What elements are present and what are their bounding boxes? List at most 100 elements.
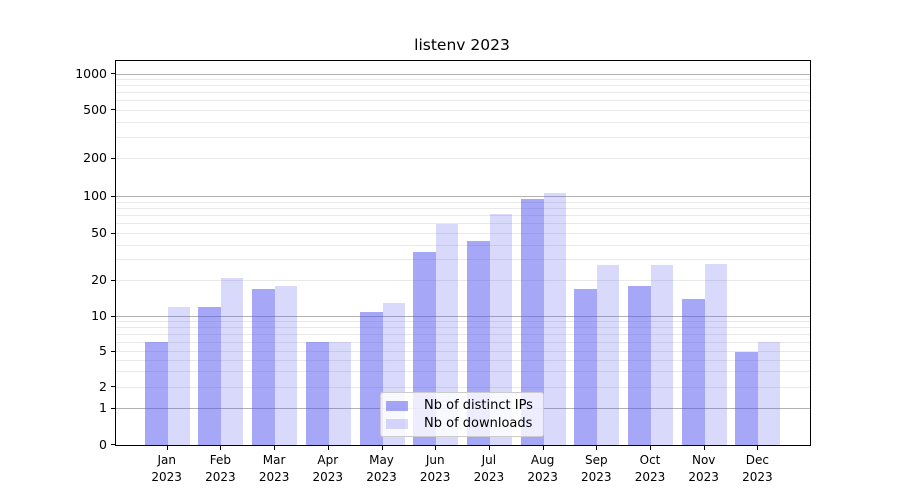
x-tick-label: Sep 2023 xyxy=(581,453,612,484)
minor-gridline xyxy=(116,100,810,102)
major-gridline xyxy=(116,196,810,198)
y-tick-label: 1000 xyxy=(75,65,107,81)
y-tick-mark xyxy=(111,73,115,75)
x-tick-label: Jun 2023 xyxy=(419,453,451,484)
y-tick-mark xyxy=(111,315,115,317)
bar-distinct-ips xyxy=(628,286,651,445)
y-tick-mark xyxy=(111,109,115,111)
bar-downloads xyxy=(489,214,512,445)
minor-gridline xyxy=(116,202,810,203)
x-tick-label: Dec 2023 xyxy=(742,453,773,484)
minor-gridline xyxy=(116,109,810,111)
x-tick-label: Aug 2023 xyxy=(527,453,558,484)
x-tick-mark xyxy=(703,446,705,450)
minor-gridline xyxy=(116,244,810,246)
minor-gridline xyxy=(116,223,810,225)
y-tick-label: 50 xyxy=(91,225,107,241)
y-tick-label: 200 xyxy=(83,150,107,166)
x-tick-mark xyxy=(220,446,222,450)
y-tick-mark xyxy=(111,279,115,281)
bar-distinct-ips xyxy=(520,198,544,445)
x-tick-mark xyxy=(596,446,598,450)
minor-gridline xyxy=(116,321,810,323)
x-tick-label: Oct 2023 xyxy=(634,453,666,484)
minor-gridline xyxy=(116,79,810,81)
minor-gridline xyxy=(116,92,810,94)
bar-downloads xyxy=(275,286,298,445)
legend-swatch-downloads-icon xyxy=(386,418,408,429)
minor-gridline xyxy=(116,280,810,282)
x-tick-label: Feb 2023 xyxy=(205,453,236,484)
chart-title: listenv 2023 xyxy=(414,36,510,54)
legend-label-downloads: Nb of downloads xyxy=(424,416,533,431)
bar-downloads xyxy=(436,223,459,445)
minor-gridline xyxy=(116,158,810,160)
y-tick-mark xyxy=(111,195,115,197)
bar-downloads xyxy=(597,265,620,445)
bar-downloads xyxy=(543,192,566,445)
minor-gridline xyxy=(116,85,810,87)
x-tick-label: Jan 2023 xyxy=(151,453,182,484)
y-tick-label: 1 xyxy=(99,400,107,416)
x-tick-label: May 2023 xyxy=(366,453,397,484)
y-tick-label: 20 xyxy=(91,272,107,288)
x-tick-mark xyxy=(488,446,490,450)
bar-distinct-ips xyxy=(681,299,705,445)
minor-gridline xyxy=(116,341,810,343)
legend-item-downloads: Nb of downloads xyxy=(386,416,535,431)
legend: Nb of distinct IPs Nb of downloads xyxy=(380,392,544,437)
bar-downloads xyxy=(704,263,727,445)
bar-distinct-ips xyxy=(574,289,598,445)
bar-downloads xyxy=(758,342,781,445)
bar-downloads xyxy=(328,342,351,445)
x-tick-mark xyxy=(274,446,276,450)
minor-gridline xyxy=(116,327,810,329)
plot-area xyxy=(115,60,811,446)
y-tick-label: 0 xyxy=(99,436,107,452)
minor-gridline xyxy=(116,371,810,372)
x-tick-mark xyxy=(381,446,383,450)
minor-gridline xyxy=(116,334,810,336)
y-tick-label: 2 xyxy=(99,378,107,394)
bar-distinct-ips xyxy=(144,342,168,445)
bar-distinct-ips xyxy=(359,311,383,445)
y-tick-mark xyxy=(111,157,115,159)
x-tick-mark xyxy=(166,446,168,450)
y-tick-label: 5 xyxy=(99,343,107,359)
y-tick-mark xyxy=(111,350,115,352)
legend-label-distinct-ips: Nb of distinct IPs xyxy=(424,398,533,413)
bar-downloads xyxy=(167,307,190,445)
bar-distinct-ips xyxy=(252,289,276,445)
x-tick-mark xyxy=(327,446,329,450)
minor-gridline xyxy=(116,351,810,353)
x-tick-mark xyxy=(542,446,544,450)
bar-distinct-ips xyxy=(305,342,329,445)
y-tick-label: 500 xyxy=(83,101,107,117)
minor-gridline xyxy=(116,359,810,361)
bar-downloads xyxy=(651,265,673,445)
x-tick-mark xyxy=(650,446,651,450)
x-tick-label: Nov 2023 xyxy=(688,453,719,484)
y-tick-mark xyxy=(111,386,115,388)
bar-distinct-ips xyxy=(198,307,222,445)
minor-gridline xyxy=(116,136,810,138)
minor-gridline xyxy=(116,259,810,261)
y-tick-label: 10 xyxy=(91,308,107,323)
x-tick-label: Mar 2023 xyxy=(258,453,290,484)
legend-swatch-distinct-ips-icon xyxy=(386,400,408,411)
major-gridline xyxy=(116,73,810,75)
minor-gridline xyxy=(116,386,810,388)
major-gridline xyxy=(116,316,810,317)
x-tick-label: Jul 2023 xyxy=(473,453,505,484)
bar-downloads xyxy=(221,278,244,445)
legend-item-distinct-ips: Nb of distinct IPs xyxy=(386,398,535,413)
minor-gridline xyxy=(116,208,810,210)
minor-gridline xyxy=(116,215,810,217)
y-tick-mark xyxy=(111,407,115,409)
y-tick-mark xyxy=(111,232,115,234)
minor-gridline xyxy=(116,233,810,235)
x-tick-label: Apr 2023 xyxy=(312,453,344,484)
x-tick-mark xyxy=(435,446,437,450)
x-tick-mark xyxy=(757,446,759,450)
